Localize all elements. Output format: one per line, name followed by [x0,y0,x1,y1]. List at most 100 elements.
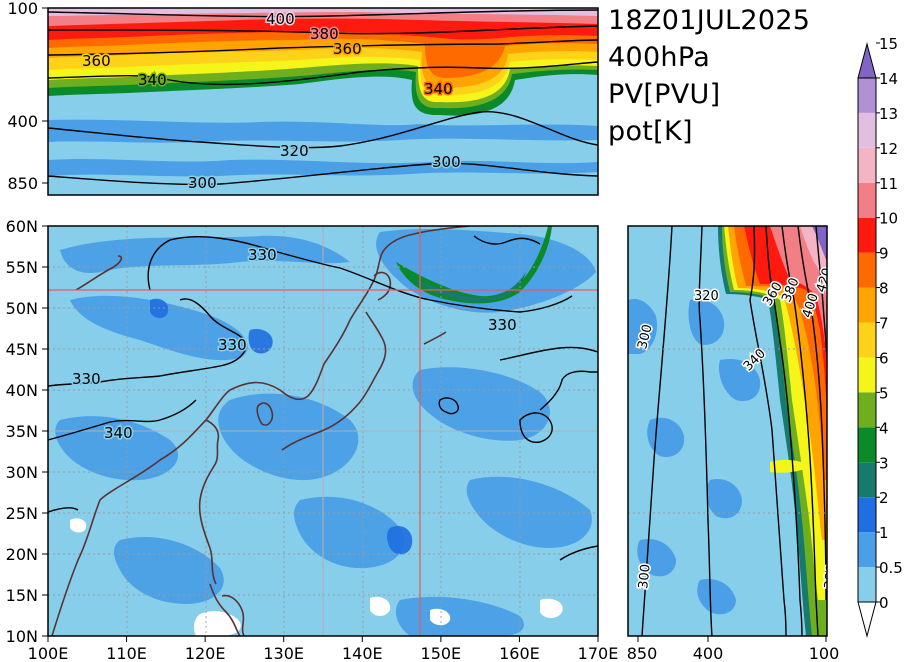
colorbar-segment [858,567,876,602]
map-contour-label-330-west: 330 [72,370,101,388]
colorbar-frame [857,77,877,603]
map-lon-tick-label: 110E [106,644,147,662]
colorbar-tick-label: 14 [879,70,898,88]
top-contour-label-340-left: 340 [138,71,167,89]
map-coastlines [51,226,471,636]
right-contour-label-380-lower: 380 [822,563,840,589]
right-fill-band-15 [812,226,827,262]
right-contour-label-320: 320 [694,289,719,304]
map-lat-tick-label: 50N [6,299,38,318]
top-contour-label-360-left: 360 [82,52,111,70]
colorbar-segment [858,357,876,393]
top-contour-label-300-left: 300 [188,174,217,192]
map-theta-contours [48,235,598,561]
right-x-tick-850: 850 [627,644,658,662]
map-pv-filament-3 [410,272,526,302]
colorbar-segment [858,427,876,463]
top-fill-blue-band [48,119,598,143]
map-pv-fill-deep [150,298,413,555]
colorbar-tick-label: 11 [879,175,898,193]
map-lon-tick-label: 100E [28,644,69,662]
title-level: 400hPa [608,42,711,73]
map-lon-tick-label: 130E [263,644,304,662]
map-lat-tick-label: 10N [6,627,38,646]
top-y-tick-850: 850 [7,174,38,193]
top-contour-label-360-right: 360 [333,40,362,58]
map-lat-tick-label: 45N [6,340,38,359]
top-contour-label-340-right: 340 [424,80,453,98]
map-contour-label-340: 340 [104,424,133,442]
right-theta-contours [641,226,827,636]
colorbar-segment [858,147,876,183]
map-lon-tick-label: 170E [578,644,619,662]
right-x-axis: 850 400 100 [627,636,839,662]
colorbar-extend-max [857,41,877,79]
title-time: 18Z01JUL2025 [608,5,811,36]
top-cross-section-panel: 400 380 360 360 340 340 320 300 300 100 … [7,0,599,196]
map-contour-label-330-center: 330 [218,336,247,354]
right-yellow-tongue [770,459,812,473]
title-block: 18Z01JUL2025 400hPa PV[PVU] pot[K] [608,2,848,150]
right-fill-band-8 [734,226,827,480]
top-y-tick-100: 100 [7,0,38,18]
map-pv-filament-4 [396,226,552,304]
map-lat-tick-label: 60N [6,217,38,236]
colorbar-extend-min [857,601,877,638]
colorbar-segment [858,112,876,148]
colorbar-tick-label: 0.5 [879,559,903,577]
colorbar-segment [858,532,876,568]
map-lat-tick-label: 40N [6,381,38,400]
map-contour-label-330-east: 330 [488,316,517,334]
colorbar-segment [858,217,876,253]
top-contour-label-320: 320 [280,142,309,160]
colorbar-tick-label: 1 [879,524,889,542]
top-y-axis: 100 400 850 [7,0,48,193]
right-graticule [628,348,827,514]
colorbar-segment [858,287,876,323]
top-panel-frame [47,7,599,196]
colorbar-segment [858,462,876,498]
colorbar-tick-label: 15 [879,35,898,53]
right-blue-fills [628,298,761,615]
top-contour-labels: 400 380 360 360 340 340 320 300 300 [81,9,463,194]
colorbar-tick-label: 2 [879,489,889,507]
colorbar-segment [858,497,876,533]
map-lat-tick-label: 55N [6,258,38,277]
colorbar-tick-label: 4 [879,419,889,437]
title-variable-pv: PV[PVU] [608,79,721,110]
map-lat-tick-label: 15N [6,586,38,605]
colorbar-tick-label: 13 [879,105,898,123]
colorbar-tick-label: 0 [879,594,889,612]
colorbar-tick-label: 7 [879,315,889,333]
colorbar-tick-label: 5 [879,384,889,402]
right-panel-frame [627,225,828,637]
top-contour-label-380: 380 [310,25,339,43]
colorbar-tick-label: 3 [879,454,889,472]
map-lat-tick-label: 25N [6,504,38,523]
map-crosshair [48,226,598,636]
map-panel: 330 330 330 330 340 60N 55N 50N 45N 40N 35N 30… [6,217,619,662]
top-contour-label-300-right: 300 [432,153,461,171]
right-cross-section-panel: 300 320 340 360 380 400 420 300 380 850 … [627,225,840,662]
colorbar-segment [858,322,876,358]
map-lat-tick-label: 20N [6,545,38,564]
right-contour-label-300-lower: 300 [636,563,654,589]
colorbar-segment [858,77,876,113]
map-lon-tick-label: 120E [185,644,226,662]
map-lat-tick-label: 35N [6,422,38,441]
map-contour-labels: 330 330 330 330 340 [71,245,519,444]
map-lat-tick-label: 30N [6,463,38,482]
top-contour-label-400: 400 [266,10,295,28]
colorbar-tick-label: 12 [879,140,898,158]
map-lon-axis: 100E 110E 120E 130E 140E 150E 160E 170E [28,636,619,662]
map-contour-label-330-north: 330 [248,246,277,264]
colorbar-tick-label: 10 [879,210,898,228]
top-y-tick-400: 400 [7,112,38,131]
colorbar-tick-label: 8 [879,280,889,298]
colorbar-segment [858,392,876,428]
map-lon-tick-label: 140E [342,644,383,662]
colorbar-segment [858,252,876,288]
top-fill-band-12 [48,8,598,16]
